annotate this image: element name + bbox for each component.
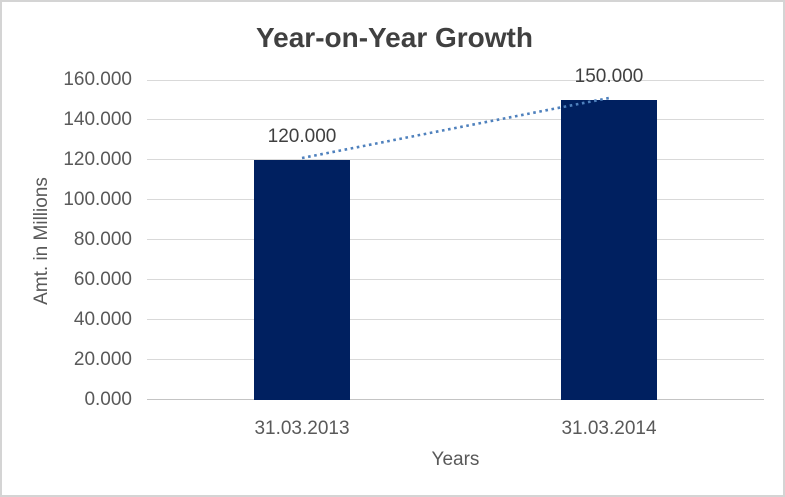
y-tick-label: 140.000	[63, 109, 132, 130]
x-axis-category-labels: 31.03.2013 31.03.2014	[147, 400, 764, 444]
bar-31.03.2014	[561, 100, 657, 400]
y-tick-label: 20.000	[73, 349, 132, 370]
data-label: 120.000	[267, 126, 337, 147]
gridline	[147, 319, 764, 320]
y-tick-label: 0.000	[84, 389, 132, 410]
plot-area: 120.000 150.000	[147, 66, 764, 400]
y-tick-label: 120.000	[63, 149, 132, 170]
y-tick-label: 80.000	[73, 229, 132, 250]
y-axis-tick-labels: 0.000 20.000 40.000 60.000 80.000 100.000 120.…	[2, 69, 132, 410]
trendline-layer	[301, 96, 610, 160]
data-label: 150.000	[574, 66, 644, 87]
bar-31.03.2013	[254, 160, 350, 400]
gridline	[147, 159, 764, 160]
gridline	[147, 239, 764, 240]
x-axis-title: Years	[431, 449, 480, 470]
y-tick-label: 40.000	[73, 309, 132, 330]
x-axis-line	[147, 399, 764, 400]
gridline	[147, 359, 764, 360]
gridline	[147, 80, 764, 81]
x-category-label: 31.03.2013	[254, 418, 350, 439]
gridline	[147, 199, 764, 200]
chart-title: Year-on-Year Growth	[256, 22, 533, 53]
y-tick-label: 160.000	[63, 69, 132, 90]
gridline	[147, 279, 764, 280]
y-tick-label: 100.000	[63, 189, 132, 210]
y-tick-label: 60.000	[73, 269, 132, 290]
gridline	[147, 119, 764, 120]
trendline	[301, 96, 610, 160]
x-category-label: 31.03.2014	[561, 418, 657, 439]
